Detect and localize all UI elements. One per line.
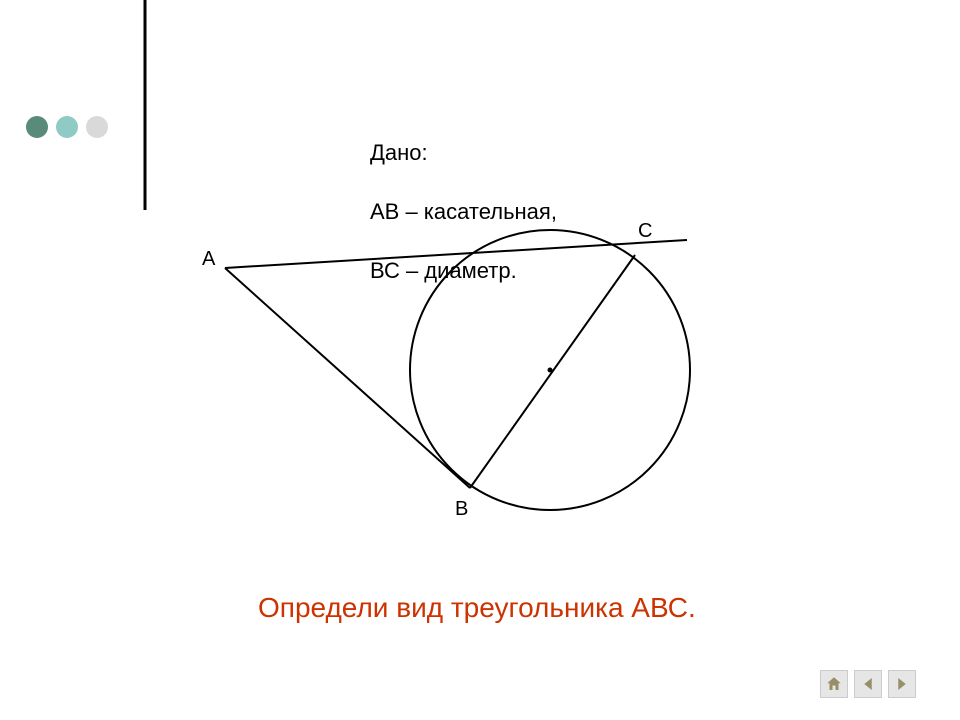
label-A: A — [202, 248, 215, 271]
label-B: B — [455, 498, 468, 521]
given-block: Дано: АВ – касательная, ВС – диаметр. — [370, 108, 557, 316]
home-icon — [825, 675, 843, 693]
given-line1: АВ – касательная, — [370, 197, 557, 227]
given-line2: ВС – диаметр. — [370, 256, 557, 286]
home-button[interactable] — [820, 670, 848, 698]
decor-dot-3 — [86, 116, 108, 138]
next-icon — [893, 675, 911, 693]
question-text: Определи вид треугольника АВС. — [258, 592, 696, 624]
given-heading: Дано: — [370, 138, 557, 168]
decor-dot-2 — [56, 116, 78, 138]
label-C: C — [638, 220, 652, 243]
next-button[interactable] — [888, 670, 916, 698]
decor-dot-1 — [26, 116, 48, 138]
prev-icon — [859, 675, 877, 693]
prev-button[interactable] — [854, 670, 882, 698]
